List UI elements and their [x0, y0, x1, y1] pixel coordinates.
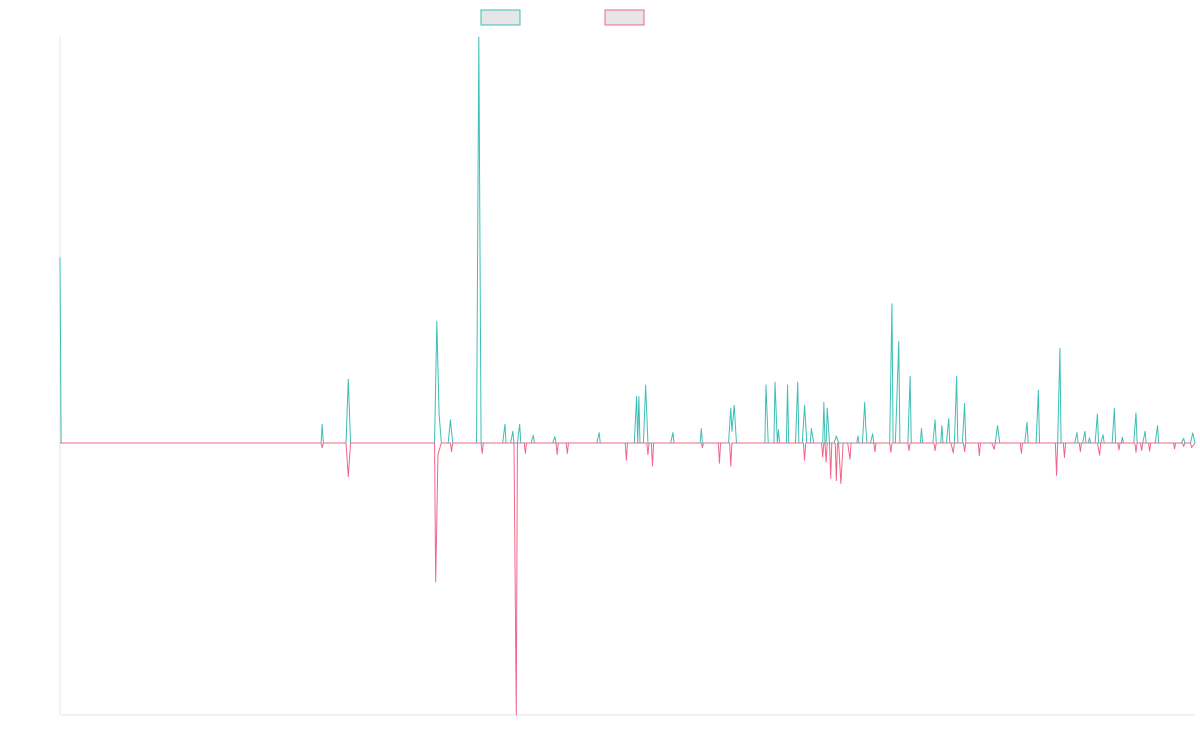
series-line-2 — [60, 442, 1196, 716]
axes — [59, 37, 1195, 716]
legend-swatch-2 — [604, 9, 645, 26]
series-line-1 — [59, 36, 1196, 444]
legend-swatch-1 — [480, 9, 521, 26]
legend — [480, 9, 645, 26]
plot-area — [59, 36, 1196, 716]
